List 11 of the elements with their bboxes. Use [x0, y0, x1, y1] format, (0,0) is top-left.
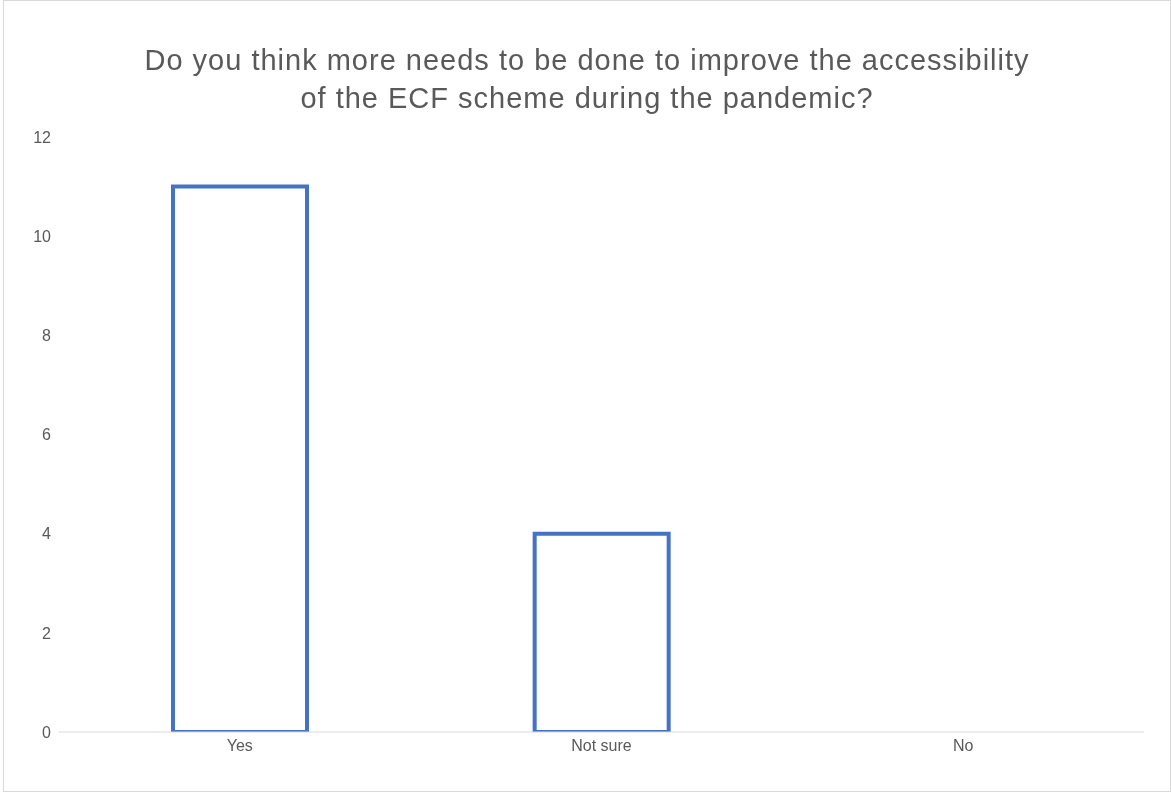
y-tick-label: 6: [42, 426, 52, 444]
y-tick-label: 4: [42, 525, 52, 543]
chart-title: Do you think more needs to be done to improve the accessibility of the ECF scheme during the pandemic?: [143, 43, 1031, 116]
x-tick-label: Not sure: [571, 737, 632, 755]
y-tick-label: 8: [42, 327, 52, 345]
y-tick-label: 12: [33, 128, 52, 146]
y-tick-label: 0: [42, 723, 52, 741]
x-tick-label: No: [952, 737, 974, 755]
y-tick-label: 10: [33, 227, 52, 245]
y-tick-label: 2: [42, 624, 52, 642]
x-tick-label: Yes: [226, 737, 253, 755]
